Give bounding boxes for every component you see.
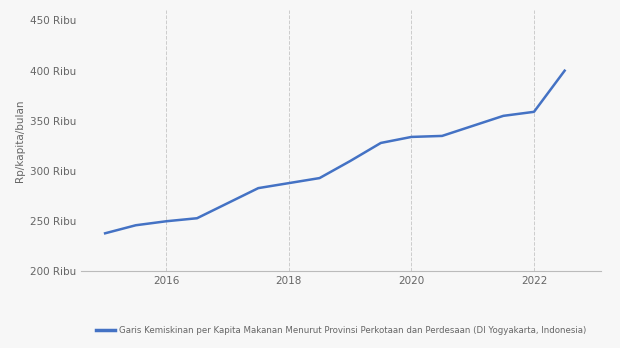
Legend: Garis Kemiskinan per Kapita Makanan Menurut Provinsi Perkotaan dan Perdesaan (DI: Garis Kemiskinan per Kapita Makanan Menu…	[93, 323, 589, 339]
Y-axis label: Rp/kapita/bulan: Rp/kapita/bulan	[14, 100, 25, 182]
